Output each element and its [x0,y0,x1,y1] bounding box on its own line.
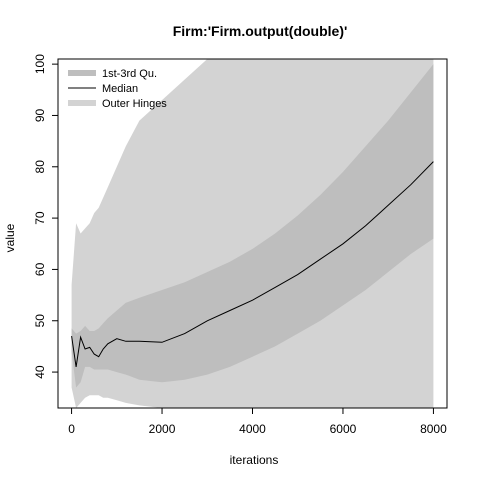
x-axis: 0 2000 4000 6000 8000 [68,408,447,436]
y-tick-label: 80 [33,160,47,174]
x-tick-label: 0 [68,422,75,436]
y-tick-label: 50 [33,314,47,328]
x-tick-label: 6000 [330,422,357,436]
legend-label: 1st-3rd Qu. [102,68,157,80]
y-tick-label: 100 [33,54,47,74]
median-line [71,161,434,367]
legend-label: Median [102,83,138,95]
legend-label: Outer Hinges [102,98,167,110]
y-tick-label: 90 [33,108,47,122]
legend: 1st-3rd Qu. Median Outer Hinges [68,68,167,110]
y-tick-label: 60 [33,262,47,276]
quartile-band [71,64,434,388]
plot-area [71,59,434,408]
y-axis: 40 50 60 70 80 90 100 [33,54,58,379]
x-tick-label: 2000 [149,422,176,436]
y-tick-label: 40 [33,365,47,379]
x-axis-label: iterations [230,453,279,467]
y-axis-label: value [3,223,17,252]
y-tick-label: 70 [33,211,47,225]
x-tick-label: 4000 [239,422,266,436]
chart-title: Firm:'Firm.output(double)' [173,23,348,39]
x-tick-label: 8000 [420,422,447,436]
